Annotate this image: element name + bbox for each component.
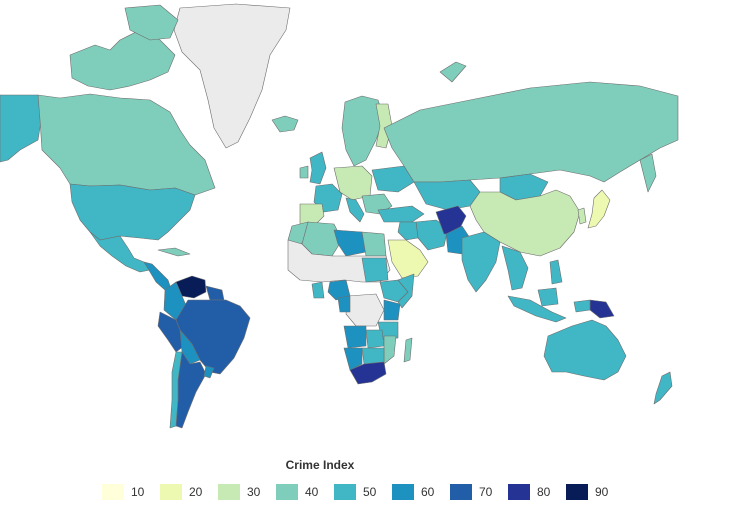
region-india[interactable] xyxy=(461,231,501,293)
legend-label: 80 xyxy=(537,485,551,499)
region-namibia[interactable] xyxy=(343,347,363,371)
region-indochina[interactable] xyxy=(501,245,529,291)
map-legend: Crime Index 10 20 30 40 50 60 70 80 90 xyxy=(0,452,750,512)
region-kenya-uganda[interactable] xyxy=(383,299,401,321)
legend-items: 10 20 30 40 50 60 70 80 90 xyxy=(102,482,624,502)
legend-swatch xyxy=(392,484,414,500)
region-iraq-syria[interactable] xyxy=(397,221,419,241)
world-choropleth-map[interactable] xyxy=(0,0,750,445)
region-new-zealand[interactable] xyxy=(653,371,673,405)
legend-title: Crime Index xyxy=(285,458,355,472)
region-chile[interactable] xyxy=(169,351,183,429)
region-canada-ellesmere[interactable] xyxy=(124,4,179,41)
legend-item-20[interactable]: 20 xyxy=(160,484,218,500)
region-ukraine[interactable] xyxy=(371,165,415,193)
region-italy[interactable] xyxy=(345,197,365,223)
region-saudi-arabia[interactable] xyxy=(387,239,429,279)
region-new-guinea-west[interactable] xyxy=(573,299,591,313)
region-egypt[interactable] xyxy=(361,231,387,257)
legend-label: 90 xyxy=(595,485,609,499)
legend-swatch xyxy=(218,484,240,500)
region-borneo[interactable] xyxy=(537,287,559,307)
legend-item-50[interactable]: 50 xyxy=(334,484,392,500)
region-japan[interactable] xyxy=(587,189,611,229)
region-peru[interactable] xyxy=(157,311,185,353)
legend-swatch xyxy=(508,484,530,500)
legend-swatch xyxy=(276,484,298,500)
region-canada[interactable] xyxy=(37,93,216,196)
legend-label: 30 xyxy=(247,485,261,499)
region-somalia[interactable] xyxy=(397,273,415,309)
region-ireland[interactable] xyxy=(299,165,309,179)
legend-label: 50 xyxy=(363,485,377,499)
legend-item-90[interactable]: 90 xyxy=(566,484,624,500)
region-scandinavia[interactable] xyxy=(341,95,385,167)
region-zambia[interactable] xyxy=(365,329,385,349)
region-central-america[interactable] xyxy=(143,261,173,293)
region-cameroon[interactable] xyxy=(337,295,351,313)
legend-item-70[interactable]: 70 xyxy=(450,484,508,500)
region-congo[interactable] xyxy=(345,293,385,327)
region-madagascar[interactable] xyxy=(403,337,413,363)
legend-item-80[interactable]: 80 xyxy=(508,484,566,500)
region-uk[interactable] xyxy=(309,151,327,185)
legend-label: 40 xyxy=(305,485,319,499)
region-papua-new-guinea[interactable] xyxy=(589,299,615,319)
region-cuba[interactable] xyxy=(157,247,191,257)
region-canada-arctic[interactable] xyxy=(69,29,176,91)
region-korea[interactable] xyxy=(577,207,587,225)
legend-swatch xyxy=(334,484,356,500)
region-sudan[interactable] xyxy=(361,257,389,283)
region-kamchatka[interactable] xyxy=(639,153,657,193)
region-malaysia-indonesia[interactable] xyxy=(507,295,567,323)
legend-label: 20 xyxy=(189,485,203,499)
legend-label: 10 xyxy=(131,485,145,499)
region-iberia[interactable] xyxy=(299,203,325,227)
region-angola[interactable] xyxy=(343,325,367,349)
legend-swatch xyxy=(102,484,124,500)
map-canvas xyxy=(0,3,679,429)
legend-label: 60 xyxy=(421,485,435,499)
region-alaska[interactable] xyxy=(0,94,43,163)
region-uruguay[interactable] xyxy=(203,365,215,379)
region-bolivia[interactable] xyxy=(179,329,201,365)
region-philippines[interactable] xyxy=(549,259,563,285)
region-novaya-zemlya[interactable] xyxy=(439,61,467,83)
region-turkey[interactable] xyxy=(377,205,425,223)
region-libya[interactable] xyxy=(333,229,367,257)
region-greenland[interactable] xyxy=(173,3,291,149)
legend-item-30[interactable]: 30 xyxy=(218,484,276,500)
legend-label: 70 xyxy=(479,485,493,499)
region-mozambique[interactable] xyxy=(383,335,397,365)
legend-swatch xyxy=(566,484,588,500)
region-ghana[interactable] xyxy=(311,281,325,299)
region-australia[interactable] xyxy=(543,319,627,381)
region-usa[interactable] xyxy=(69,183,196,241)
region-south-africa[interactable] xyxy=(349,361,387,385)
legend-swatch xyxy=(450,484,472,500)
region-guianas[interactable] xyxy=(205,285,225,301)
region-russia[interactable] xyxy=(383,81,679,183)
legend-item-10[interactable]: 10 xyxy=(102,484,160,500)
region-botswana-zimbabwe[interactable] xyxy=(361,347,385,365)
region-iceland[interactable] xyxy=(271,115,299,133)
legend-item-60[interactable]: 60 xyxy=(392,484,450,500)
legend-swatch xyxy=(160,484,182,500)
legend-item-40[interactable]: 40 xyxy=(276,484,334,500)
region-afghanistan[interactable] xyxy=(435,205,467,235)
